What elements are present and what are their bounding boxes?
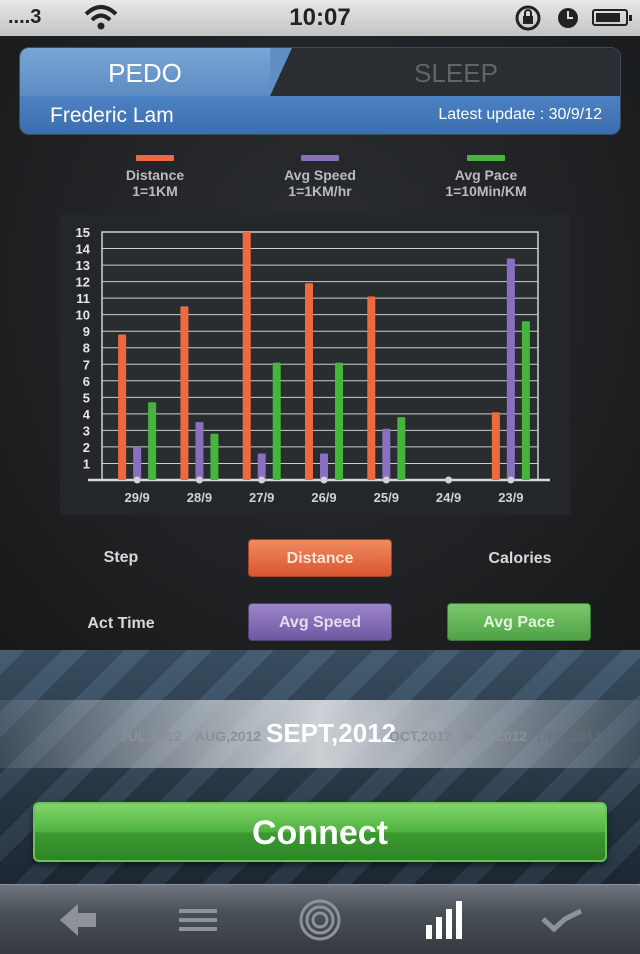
x-tick-label: 25/9	[374, 490, 399, 505]
distance-button[interactable]: Distance	[248, 539, 392, 577]
avg-speed-button[interactable]: Avg Speed	[248, 603, 392, 641]
back-arrow-icon[interactable]	[56, 899, 100, 941]
legend-swatch	[136, 155, 174, 161]
legend-scale: 1=1KM	[132, 183, 178, 199]
x-tick-dot	[445, 476, 453, 484]
bar-distance	[118, 334, 127, 480]
month-far-left[interactable]: JUN,2012	[38, 728, 102, 744]
legend-avg-pace: Avg Pace 1=10Min/KM	[406, 155, 566, 199]
y-tick-label: 11	[76, 291, 90, 306]
calories-option[interactable]: Calories	[488, 550, 552, 567]
bar-distance	[491, 412, 500, 480]
alarm-clock-icon	[556, 6, 580, 35]
y-tick-label: 6	[83, 374, 90, 389]
bar-distance	[242, 232, 251, 480]
bottom-nav	[0, 884, 640, 954]
y-tick-label: 8	[83, 341, 90, 356]
x-tick-dot	[507, 476, 515, 484]
legend-label: Avg Pace	[454, 167, 518, 183]
carrier-signal: ....3	[8, 6, 42, 28]
user-info-bar: Frederic Lam Latest update : 30/9/12	[20, 96, 620, 134]
bar-avg-pace	[397, 417, 406, 480]
y-tick-label: 4	[83, 407, 91, 422]
legend-label: Distance	[125, 167, 185, 183]
wifi-icon	[84, 4, 118, 37]
legend-distance: Distance 1=1KM	[75, 155, 235, 199]
x-tick-label: 23/9	[498, 490, 523, 505]
x-tick-label: 24/9	[436, 490, 461, 505]
trend-icon[interactable]	[540, 899, 584, 941]
y-tick-label: 13	[76, 258, 90, 273]
month-next-2[interactable]: NOV,2012	[463, 728, 528, 744]
bar-avg-speed	[195, 422, 204, 480]
plot-frame	[101, 231, 539, 481]
y-tick-label: 9	[83, 324, 90, 339]
bar-avg-pace	[335, 362, 343, 480]
x-tick-dot	[320, 476, 328, 484]
tab-row: PEDO SLEEP	[20, 48, 620, 96]
y-tick-label: 3	[83, 423, 90, 438]
bar-chart: 1 2 3 4 5 6 7 8 9 10 11 12 13 14 15 29/9 28/9 27/9 26/9 25/…	[60, 215, 570, 515]
bar-avg-speed	[382, 428, 391, 480]
legend-avg-speed: Avg Speed 1=1KM/hr	[240, 155, 400, 199]
month-next-1[interactable]: OCT,2012	[389, 728, 453, 744]
y-tick-label: 2	[83, 440, 90, 455]
battery-icon	[592, 9, 632, 26]
x-tick-dot	[258, 476, 266, 484]
x-tick-label: 28/9	[187, 490, 212, 505]
legend-swatch	[301, 155, 339, 161]
avg-pace-button[interactable]: Avg Pace	[447, 603, 591, 641]
legend-scale: 1=10Min/KM	[445, 183, 527, 199]
x-tick-label: 26/9	[311, 490, 336, 505]
bar-avg-speed	[506, 258, 515, 480]
bar-avg-pace	[210, 433, 219, 480]
tab-pedo[interactable]: PEDO	[20, 48, 292, 96]
target-icon[interactable]	[298, 899, 342, 941]
bar-chart-icon[interactable]	[420, 899, 464, 941]
y-tick-label: 12	[76, 275, 90, 290]
menu-icon[interactable]	[176, 899, 220, 941]
month-far-right[interactable]: DEC,2012	[537, 728, 602, 744]
bar-avg-speed	[133, 446, 142, 480]
act-time-option[interactable]: Act Time	[87, 615, 155, 632]
bar-avg-pace	[521, 321, 530, 480]
rotation-lock-icon	[512, 4, 544, 37]
bar-avg-pace	[148, 402, 157, 480]
legend-swatch	[467, 155, 505, 161]
step-option[interactable]: Step	[103, 549, 139, 566]
x-tick-dot	[133, 476, 141, 484]
y-tick-label: 7	[83, 357, 90, 372]
tab-sleep[interactable]: SLEEP	[414, 58, 498, 88]
x-tick-dot	[382, 476, 390, 484]
month-picker[interactable]	[0, 700, 640, 768]
y-tick-label: 1	[83, 456, 90, 471]
month-prev-1[interactable]: AUG,2012	[195, 728, 262, 744]
bar-distance	[180, 306, 189, 480]
y-tick-label: 15	[76, 225, 90, 240]
y-tick-label: 14	[76, 242, 91, 257]
month-current[interactable]: SEPT,2012	[266, 718, 397, 748]
bar-distance	[367, 296, 376, 480]
tab-panel: PEDO SLEEP Frederic Lam Latest update : …	[19, 47, 621, 135]
x-tick-label: 29/9	[124, 490, 149, 505]
latest-update: Latest update : 30/9/12	[438, 106, 602, 123]
x-tick-label: 27/9	[249, 490, 274, 505]
y-tick-label: 10	[76, 308, 90, 323]
legend-scale: 1=1KM/hr	[288, 183, 352, 199]
connect-button[interactable]: Connect	[33, 802, 607, 862]
bar-avg-pace	[272, 362, 281, 480]
y-tick-label: 5	[83, 390, 90, 405]
bar-avg-speed	[320, 453, 328, 480]
status-bar: ....3 10:07	[0, 0, 640, 36]
bar-distance	[305, 283, 313, 480]
clock-time: 10:07	[289, 4, 351, 31]
legend-label: Avg Speed	[284, 167, 356, 183]
month-prev-2[interactable]: JUL,2012	[120, 728, 182, 744]
x-tick-dot	[195, 476, 203, 484]
user-name: Frederic Lam	[50, 104, 174, 127]
bar-avg-speed	[257, 453, 266, 480]
